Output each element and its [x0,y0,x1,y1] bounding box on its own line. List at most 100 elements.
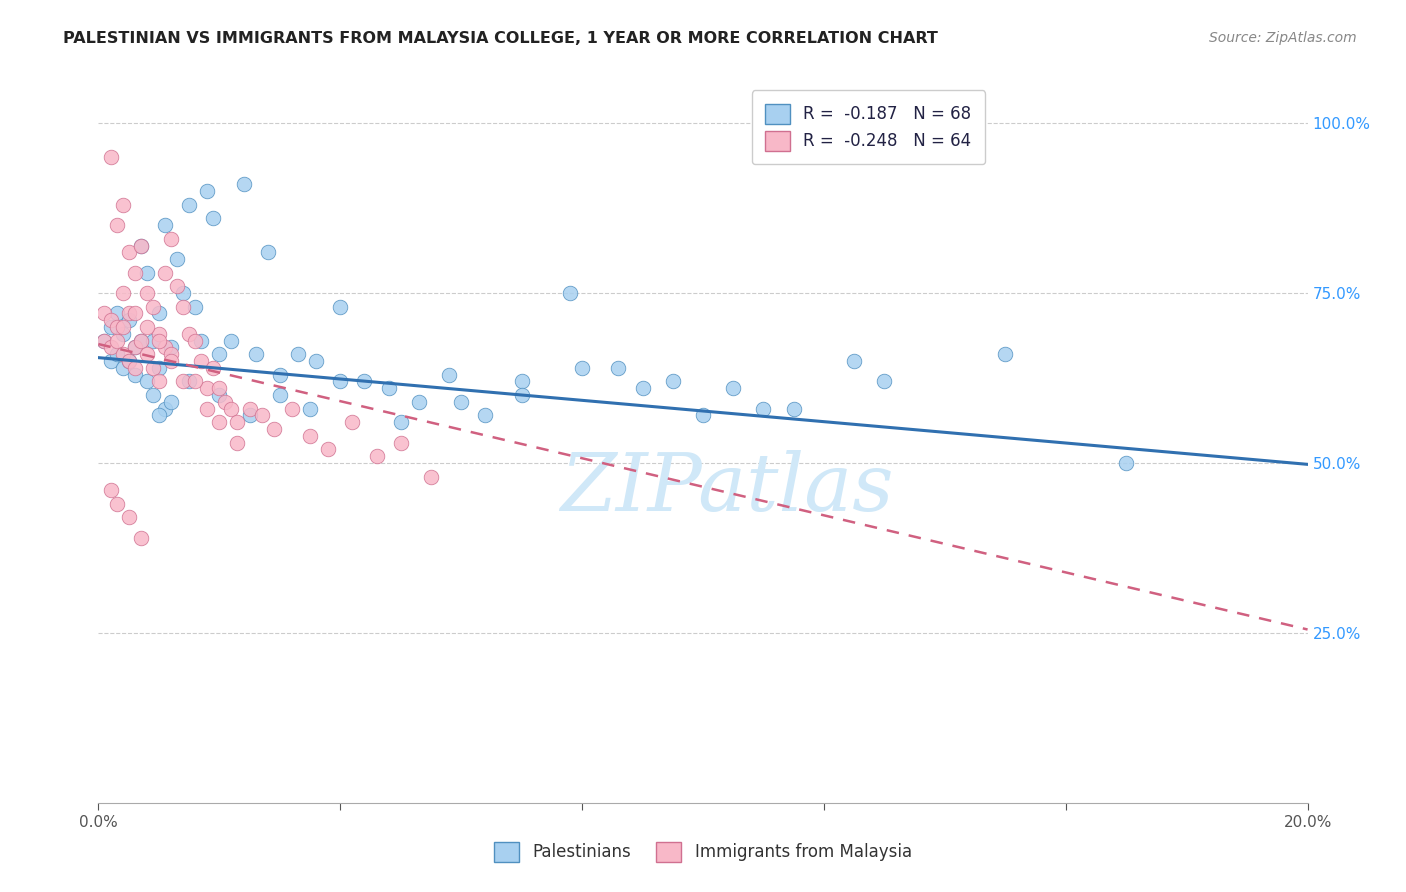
Point [105,306,128,320]
Point [142,334,165,348]
Point [245,347,267,361]
Point [105,347,128,361]
Point [111,326,134,341]
Point [692,409,714,423]
Point [208,381,231,395]
Point [142,360,165,375]
Point [256,245,278,260]
Point [93,334,115,348]
Point [118,510,141,524]
Point [184,334,207,348]
Point [118,306,141,320]
Point [172,286,194,301]
Point [135,286,157,301]
Point [124,360,146,375]
Point [153,218,176,232]
Point [631,381,654,395]
Point [172,300,194,314]
Point [226,415,249,429]
Point [389,435,412,450]
Point [124,341,146,355]
Point [105,334,128,348]
Point [111,286,134,301]
Point [208,415,231,429]
Point [239,409,262,423]
Point [844,354,866,368]
Point [366,449,388,463]
Point [420,469,443,483]
Point [105,218,128,232]
Point [142,300,165,314]
Point [100,150,122,164]
Point [299,429,322,443]
Point [135,320,157,334]
Legend: Palestinians, Immigrants from Malaysia: Palestinians, Immigrants from Malaysia [486,833,920,871]
Point [111,320,134,334]
Point [129,238,152,252]
Point [269,368,291,382]
Point [208,347,231,361]
Point [873,375,896,389]
Point [118,354,141,368]
Point [474,409,496,423]
Point [111,198,134,212]
Point [994,347,1017,361]
Point [160,347,183,361]
Point [232,178,254,192]
Point [305,354,328,368]
Point [105,497,128,511]
Point [752,401,775,416]
Point [135,266,157,280]
Point [135,375,157,389]
Point [100,313,122,327]
Point [208,388,231,402]
Point [353,375,375,389]
Point [316,442,339,457]
Point [153,401,176,416]
Text: ZIPatlas: ZIPatlas [561,450,894,527]
Point [93,306,115,320]
Point [129,334,152,348]
Point [153,266,176,280]
Point [160,354,183,368]
Point [221,334,243,348]
Text: PALESTINIAN VS IMMIGRANTS FROM MALAYSIA COLLEGE, 1 YEAR OR MORE CORRELATION CHAR: PALESTINIAN VS IMMIGRANTS FROM MALAYSIA … [63,31,938,46]
Point [118,313,141,327]
Point [1115,456,1137,470]
Point [723,381,745,395]
Point [377,381,399,395]
Point [184,375,207,389]
Point [190,354,212,368]
Point [179,375,201,389]
Point [160,341,183,355]
Point [389,415,412,429]
Legend: R =  -0.187   N = 68, R =  -0.248   N = 64: R = -0.187 N = 68, R = -0.248 N = 64 [752,90,984,164]
Point [129,334,152,348]
Point [214,394,236,409]
Point [166,252,188,266]
Point [190,334,212,348]
Point [202,360,225,375]
Point [160,232,183,246]
Point [179,198,201,212]
Point [124,266,146,280]
Point [129,531,152,545]
Point [408,394,430,409]
Point [195,401,218,416]
Point [129,238,152,252]
Point [195,184,218,198]
Point [148,360,170,375]
Point [148,409,170,423]
Text: Source: ZipAtlas.com: Source: ZipAtlas.com [1209,31,1357,45]
Point [269,388,291,402]
Point [558,286,581,301]
Point [329,375,352,389]
Point [160,394,183,409]
Point [118,354,141,368]
Point [100,320,122,334]
Point [111,347,134,361]
Point [342,415,364,429]
Point [239,401,262,416]
Point [111,360,134,375]
Point [661,375,683,389]
